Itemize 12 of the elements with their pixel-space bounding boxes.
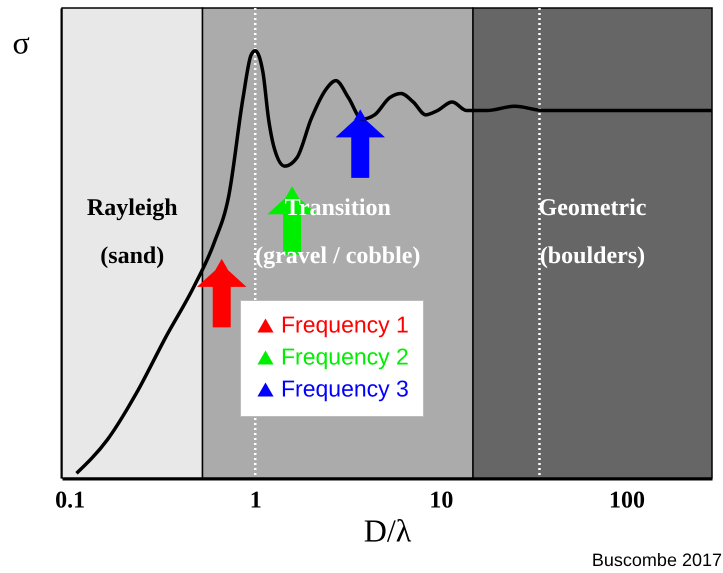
legend-label: Frequency 2 — [281, 344, 409, 370]
x-tick-label: 0.1 — [55, 488, 86, 514]
x-tick-label: 1 — [250, 488, 262, 514]
x-tick-label: 100 — [608, 488, 645, 514]
y-axis-title: σ — [12, 24, 30, 60]
legend-label: Frequency 1 — [281, 312, 409, 338]
x-tick-label: 10 — [429, 488, 454, 514]
band-label: Geometric (boulders) — [538, 195, 647, 269]
x-axis-title: D/λ — [364, 512, 412, 548]
text: Buscombe 2017 — [592, 550, 722, 570]
legend-label: Frequency 3 — [281, 376, 409, 402]
band-label: Rayleigh (sand) — [86, 195, 178, 269]
